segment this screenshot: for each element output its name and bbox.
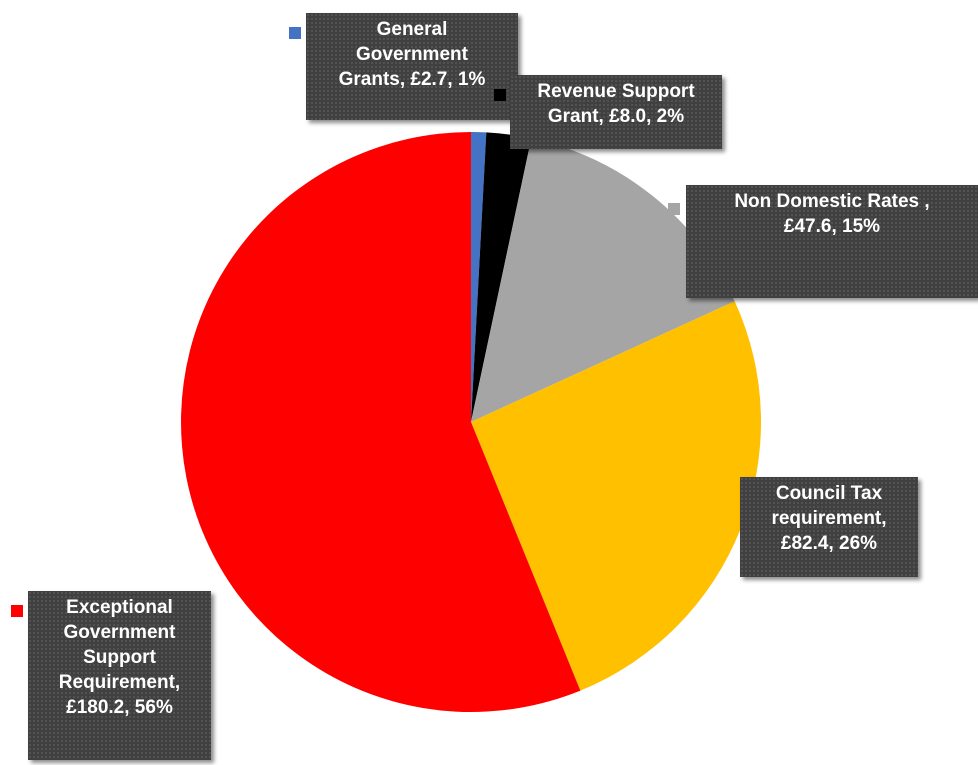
data-label-text: £82.4, 26% [780,533,878,554]
data-label-text: Government [63,622,176,643]
data-label-text: Government [356,44,468,65]
data-label-3: Non Domestic Rates , £47.6, 15% [686,185,978,298]
data-label-5: Exceptional Government Support Requirement,… [28,591,211,760]
data-label-text: General [376,19,448,40]
data-label-text: requirement, [771,508,887,529]
data-label-text: Exceptional [66,597,173,618]
data-label-1: General Government Grants, £2.7, 1% [306,13,518,120]
pie-slice-2 [471,132,532,422]
data-label-text: Council Tax [775,483,883,504]
data-label-4: Council Tax requirement, £82.4, 26% [740,477,918,577]
data-label-text: Requirement, [58,672,181,693]
legend-key-5 [11,605,23,617]
legend-key-2 [494,89,506,101]
data-label-text: £180.2, 56% [66,697,173,718]
data-label-text: £47.6, 15% [783,216,881,237]
legend-key-3 [668,203,680,215]
pie-slice-3 [471,138,735,422]
data-label-text: Grants, £2.7, 1% [338,69,486,90]
data-label-2: Revenue Support Grant, £8.0, 2% [510,75,722,149]
data-label-text: Grant, £8.0, 2% [547,106,685,127]
pie-slice-5 [181,132,581,713]
pie-slice-4 [471,301,762,691]
data-label-text: Revenue Support [537,81,695,102]
data-label-text: Non Domestic Rates , [734,191,930,212]
data-label-text: Support [83,647,156,668]
legend-key-4 [722,491,734,503]
pie-slice-1 [471,132,487,422]
legend-key-1 [289,27,301,39]
